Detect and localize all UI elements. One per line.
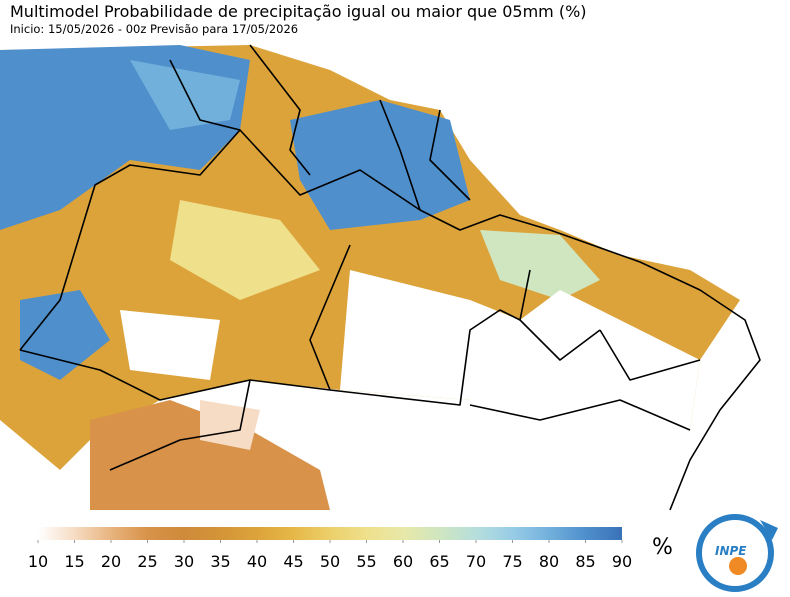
land-rain bbox=[90, 400, 330, 510]
border bbox=[19, 269, 531, 406]
colorbar-tick-label: 75 bbox=[502, 552, 522, 571]
colorbar-tick-label: 80 bbox=[539, 552, 559, 571]
colorbar-gradient bbox=[38, 527, 622, 540]
border bbox=[19, 129, 761, 511]
colorbar-unit: % bbox=[652, 535, 673, 560]
colorbar-tick-label: 45 bbox=[283, 552, 303, 571]
colorbar-tick-label: 85 bbox=[575, 552, 595, 571]
logo-text: INPE bbox=[715, 544, 747, 558]
colorbar-tick-label: 15 bbox=[64, 552, 84, 571]
rain-blob bbox=[200, 400, 260, 450]
dry-area bbox=[340, 270, 700, 510]
rain-blob bbox=[20, 290, 110, 380]
colorbar-tick-label: 25 bbox=[137, 552, 157, 571]
logo: INPE bbox=[696, 514, 778, 592]
rain-blob bbox=[290, 100, 470, 230]
colorbar-tick-label: 60 bbox=[393, 552, 413, 571]
title: Multimodel Probabilidade de precipitação… bbox=[10, 2, 587, 21]
logo-ring bbox=[696, 514, 774, 592]
dry-area bbox=[120, 310, 220, 380]
colorbar-tick-label: 55 bbox=[356, 552, 376, 571]
logo-sun bbox=[729, 557, 747, 575]
colorbar: 10 15 20 25 30 35 40 45 50 55 60 65 70 75 80 85 90 bbox=[28, 527, 632, 571]
rain-blob bbox=[130, 60, 240, 130]
colorbar-tick-label: 65 bbox=[429, 552, 449, 571]
colorbar-tick-label: 30 bbox=[174, 552, 194, 571]
colorbar-tick-label: 50 bbox=[320, 552, 340, 571]
border bbox=[109, 244, 701, 471]
colorbar-tick-label: 10 bbox=[28, 552, 48, 571]
colorbar-tick-label: 40 bbox=[247, 552, 267, 571]
colorbar-tick-label: 90 bbox=[612, 552, 632, 571]
colorbar-tick-label: 20 bbox=[101, 552, 121, 571]
colorbar-tick-label: 70 bbox=[466, 552, 486, 571]
colorbar-tick-label: 35 bbox=[210, 552, 230, 571]
border bbox=[169, 44, 471, 211]
rain-blob bbox=[170, 200, 320, 300]
logo-arrow bbox=[760, 520, 778, 540]
subtitle: Inicio: 15/05/2026 - 00z Previsão para 1… bbox=[10, 22, 298, 36]
map bbox=[0, 42, 790, 512]
rain-blob bbox=[480, 230, 600, 300]
